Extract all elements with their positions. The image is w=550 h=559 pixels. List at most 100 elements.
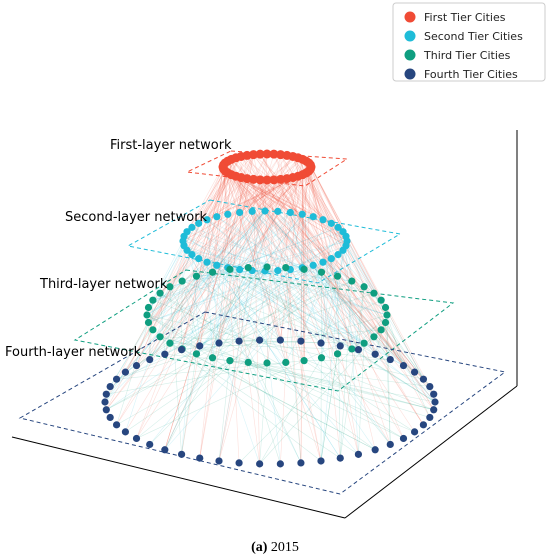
edge xyxy=(218,159,303,344)
edge xyxy=(264,210,436,403)
caption: (a) 2015 xyxy=(251,540,299,555)
edge xyxy=(183,245,436,403)
edge xyxy=(181,280,220,344)
edge xyxy=(223,168,279,271)
city-node xyxy=(262,175,272,185)
edge xyxy=(292,156,391,445)
legend-label: Second Tier Cities xyxy=(424,30,523,43)
edge xyxy=(199,155,248,459)
city-node xyxy=(213,261,221,269)
city-node xyxy=(419,421,428,429)
edge xyxy=(239,172,307,270)
edge xyxy=(227,160,322,358)
edge xyxy=(264,159,303,212)
edge xyxy=(259,179,348,242)
edge xyxy=(358,286,365,350)
edge xyxy=(148,322,151,360)
edge xyxy=(181,281,183,350)
city-node xyxy=(208,354,217,362)
city-node xyxy=(132,434,141,443)
edge xyxy=(286,178,359,455)
edge xyxy=(235,157,404,439)
edge xyxy=(308,162,359,455)
edge xyxy=(224,170,287,363)
edge xyxy=(301,214,338,354)
edge xyxy=(259,154,375,337)
edge xyxy=(212,339,260,359)
edge xyxy=(181,280,201,346)
edge xyxy=(277,270,436,403)
edge xyxy=(212,267,229,358)
city-node xyxy=(248,207,256,215)
city-node xyxy=(360,283,368,291)
edge xyxy=(253,179,281,341)
edge xyxy=(231,159,305,361)
city-node xyxy=(386,440,394,449)
city-node xyxy=(101,398,109,406)
city-node xyxy=(192,272,201,280)
edge xyxy=(191,156,242,228)
edge xyxy=(164,154,254,450)
edge xyxy=(218,270,266,344)
edge xyxy=(169,265,218,344)
edge xyxy=(231,159,281,341)
edge xyxy=(183,245,388,316)
edge xyxy=(300,314,388,342)
edge xyxy=(164,353,249,363)
edge xyxy=(218,179,268,462)
edge xyxy=(136,266,268,366)
edge xyxy=(148,245,347,323)
edge xyxy=(337,276,341,459)
city-node xyxy=(226,357,234,365)
edge xyxy=(109,286,171,387)
edge xyxy=(196,212,291,354)
edge xyxy=(238,156,242,342)
edge xyxy=(308,170,404,366)
edge xyxy=(181,353,197,455)
edge xyxy=(116,360,305,380)
edge xyxy=(146,314,424,380)
edge xyxy=(239,212,404,366)
edge xyxy=(251,211,375,338)
edge xyxy=(266,179,424,425)
edge xyxy=(310,166,332,224)
legend-label: Fourth Tier Cities xyxy=(424,68,518,81)
edge xyxy=(106,156,242,410)
edge xyxy=(186,170,226,232)
edge xyxy=(216,265,341,459)
city-node xyxy=(348,277,356,285)
edge xyxy=(152,227,339,301)
city-node xyxy=(146,440,154,449)
edge xyxy=(247,250,344,363)
edge xyxy=(191,227,365,344)
city-node xyxy=(177,346,186,354)
edge xyxy=(198,174,232,224)
edge xyxy=(235,176,376,355)
edge xyxy=(290,212,322,344)
edge xyxy=(259,362,268,464)
edge xyxy=(351,348,436,403)
edge xyxy=(169,342,341,459)
edge xyxy=(125,156,294,433)
edge xyxy=(159,292,376,451)
edge xyxy=(146,214,303,316)
edge xyxy=(196,214,303,355)
city-node xyxy=(203,258,211,266)
edge xyxy=(240,156,332,224)
city-node xyxy=(327,219,335,227)
axis-line xyxy=(344,385,518,519)
city-node xyxy=(342,232,350,240)
city-node xyxy=(226,265,234,273)
nodes xyxy=(101,149,439,468)
edge xyxy=(290,212,424,380)
edge xyxy=(231,159,434,410)
edge xyxy=(312,265,359,350)
edge xyxy=(146,267,228,316)
edge xyxy=(181,162,226,350)
city-node xyxy=(262,149,272,159)
edge xyxy=(164,236,347,355)
edge xyxy=(206,219,376,355)
edge xyxy=(247,177,294,268)
